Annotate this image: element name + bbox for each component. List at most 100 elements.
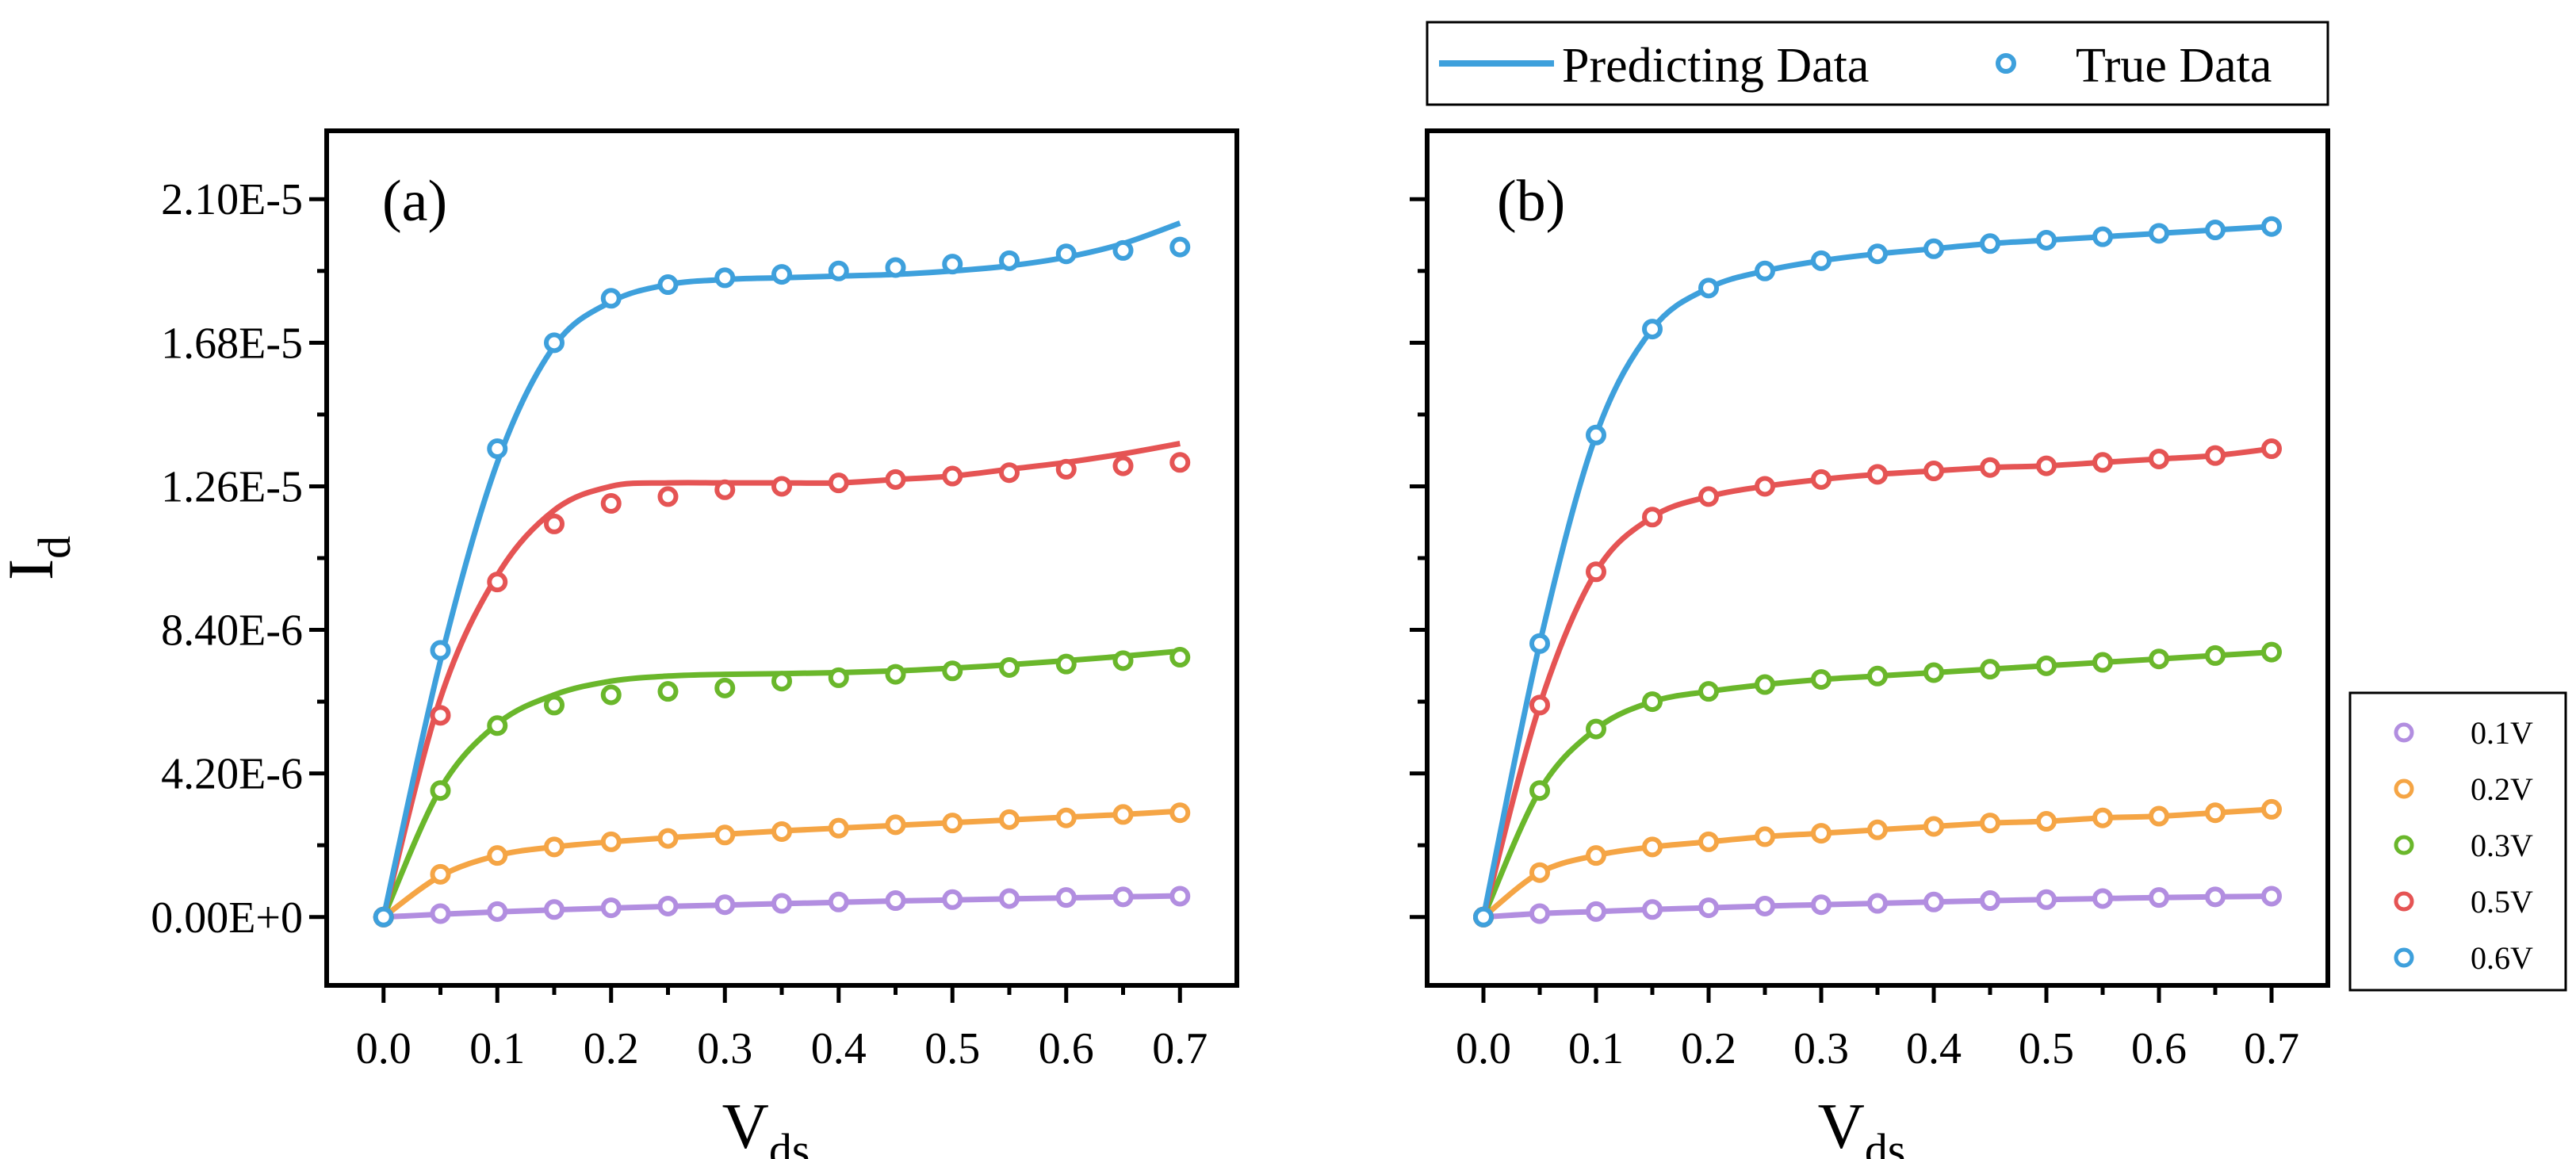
- true-point-0.2V: [2092, 807, 2113, 828]
- y-tick-label: 1.68E-5: [161, 319, 303, 368]
- x-tick-label: 0.7: [1152, 1024, 1208, 1073]
- true-point-0.6V: [885, 257, 906, 278]
- true-point-0.6V: [2036, 229, 2057, 251]
- true-point-0.2V: [544, 836, 565, 858]
- true-point-0.6V: [657, 274, 679, 296]
- true-point-0.1V: [2149, 887, 2169, 908]
- true-point-0.5V: [1811, 469, 1832, 490]
- style-legend: Predicting Data True Data: [1426, 21, 2329, 106]
- x-axis-title-sub: ds: [1865, 1124, 1906, 1159]
- x-tick-label: 0.2: [1681, 1024, 1736, 1073]
- true-point-0.5V: [487, 572, 508, 593]
- true-point-0.6V: [2149, 223, 2169, 244]
- true-point-0.3V: [1867, 665, 1888, 687]
- true-point-0.1V: [1980, 890, 2000, 912]
- true-point-0.5V: [1698, 486, 1719, 507]
- true-point-0.1V: [828, 891, 849, 912]
- true-point-0.3V: [1980, 659, 2000, 680]
- true-point-0.5V: [2092, 452, 2113, 473]
- true-point-0.6V: [2261, 216, 2282, 237]
- true-point-0.1V: [1867, 893, 1888, 914]
- legend-label-0.2V: 0.2V: [2471, 771, 2533, 807]
- true-point-0.5V: [544, 513, 565, 534]
- true-point-0.3V: [1642, 691, 1663, 713]
- y-axis-title-main: I: [0, 559, 67, 580]
- x-tick-label: 0.4: [1906, 1024, 1962, 1073]
- true-point-0.3V: [1055, 653, 1077, 675]
- voltage-legend: 0.1V 0.2V 0.3V 0.5V 0.6V: [2348, 691, 2567, 992]
- legend-true-label: True Data: [2076, 39, 2272, 93]
- x-tick-label: 0.3: [1793, 1024, 1849, 1073]
- true-point-0.3V: [942, 660, 963, 682]
- legend-label-0.3V: 0.3V: [2471, 828, 2533, 863]
- true-point-0.5V: [1755, 476, 1775, 497]
- x-tick-label: 0.0: [356, 1024, 411, 1073]
- true-point-0.1V: [1586, 901, 1606, 922]
- true-point-0.2V: [1586, 845, 1606, 866]
- true-point-0.1V: [885, 890, 906, 912]
- y-tick-label: 1.26E-5: [161, 462, 303, 511]
- true-point-0.1V: [544, 899, 565, 920]
- x-tick-label: 0.0: [1456, 1024, 1511, 1073]
- x-tick-label: 0.4: [811, 1024, 867, 1073]
- true-point-0.1V: [1112, 886, 1134, 908]
- true-point-0.1V: [2092, 888, 2113, 909]
- x-axis-title-sub: ds: [769, 1124, 810, 1159]
- true-point-0.6V: [1867, 243, 1888, 265]
- true-point-0.1V: [1755, 895, 1775, 916]
- true-point-0.6V: [1473, 906, 1494, 928]
- true-point-0.2V: [1112, 804, 1134, 825]
- true-point-0.5V: [771, 476, 792, 497]
- true-point-0.2V: [885, 814, 906, 836]
- x-axis-title-main: V: [1818, 1090, 1865, 1159]
- true-point-0.1V: [942, 889, 963, 910]
- true-point-0.5V: [1055, 458, 1077, 480]
- true-point-0.6V: [1980, 233, 2000, 254]
- legend-label-0.1V: 0.1V: [2471, 715, 2533, 751]
- true-point-0.2V: [714, 824, 736, 846]
- true-point-0.6V: [1586, 424, 1606, 446]
- true-point-0.5V: [885, 469, 906, 490]
- true-point-0.2V: [600, 831, 622, 852]
- panel-label: (a): [382, 169, 447, 234]
- true-point-0.6V: [1112, 239, 1134, 261]
- true-point-0.2V: [430, 863, 451, 885]
- true-point-0.2V: [2205, 802, 2226, 824]
- legend-marker-0.1V: [2394, 722, 2414, 743]
- legend-predicting-label: Predicting Data: [1562, 39, 1869, 93]
- panel-a-chart: 0.0 0.1 0.2 0.3 0.4 0.5 0.6 0.7 0.00E+0 4.20E-6 8.…: [0, 128, 1239, 1159]
- true-point-0.6V: [771, 264, 792, 285]
- true-point-0.1V: [1698, 897, 1719, 919]
- legend-marker-0.6V: [2394, 947, 2414, 968]
- true-point-0.5V: [942, 465, 963, 487]
- true-point-0.2V: [2149, 805, 2169, 827]
- true-point-0.3V: [714, 677, 736, 698]
- true-point-0.2V: [2261, 798, 2282, 820]
- true-point-0.6V: [1755, 260, 1775, 281]
- x-tick-label: 0.2: [584, 1024, 639, 1073]
- true-point-0.6V: [1055, 243, 1077, 265]
- true-point-0.5V: [999, 462, 1020, 484]
- true-point-0.5V: [2205, 445, 2226, 466]
- x-axis-title-main: V: [722, 1090, 769, 1159]
- x-tick-label: 0.7: [2244, 1024, 2299, 1073]
- x-tick-label: 0.1: [1568, 1024, 1624, 1073]
- true-point-0.3V: [999, 656, 1020, 678]
- true-point-0.2V: [2036, 811, 2057, 832]
- true-point-0.1V: [1529, 903, 1550, 924]
- true-point-0.3V: [1112, 650, 1134, 671]
- true-point-0.3V: [885, 664, 906, 685]
- true-point-0.2V: [942, 813, 963, 834]
- true-point-0.3V: [657, 681, 679, 702]
- true-point-0.6V: [714, 267, 736, 289]
- x-tick-label: 0.5: [924, 1024, 980, 1073]
- true-point-0.3V: [487, 715, 508, 736]
- true-point-0.3V: [2092, 652, 2113, 673]
- true-point-0.3V: [771, 671, 792, 692]
- true-point-0.2V: [771, 820, 792, 842]
- y-tick-label: 0.00E+0: [151, 893, 303, 943]
- true-point-0.6V: [1529, 633, 1550, 654]
- true-point-0.1V: [2205, 886, 2226, 908]
- predicted-line-0.5V: [1480, 446, 2272, 918]
